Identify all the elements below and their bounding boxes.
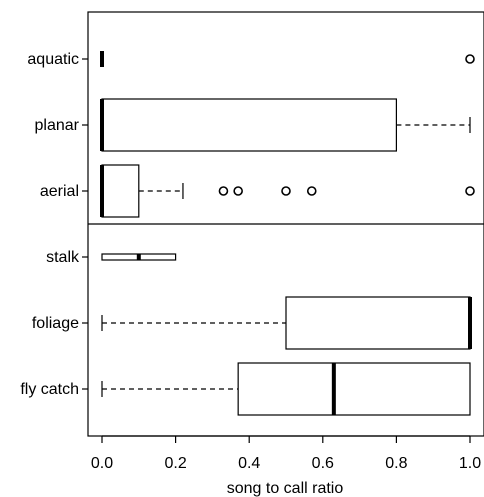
outlier-aquatic-0 <box>465 54 475 64</box>
y-tick-label-stalk: stalk <box>46 249 80 266</box>
y-tick-label-aquatic: aquatic <box>27 51 79 68</box>
box-aerial <box>101 164 140 218</box>
y-tick-label-planar: planar <box>35 117 80 134</box>
outlier-aerial-0 <box>218 186 229 196</box>
x-tick-label-3: 0.6 <box>312 455 334 472</box>
x-axis-label: song to call ratio <box>227 480 344 497</box>
outlier-aerial-4 <box>465 186 475 196</box>
x-tick-label-1: 0.2 <box>164 455 186 472</box>
box-foliage <box>285 296 471 350</box>
outlier-aerial-1 <box>233 186 243 196</box>
y-tick-label-fly-catch: fly catch <box>20 381 79 398</box>
x-axis: 0.0 0.2 0.4 0.6 0.8 1.0 <box>91 435 481 472</box>
chart-marks: aquatic planar aerial stalk foliage fly catch <box>20 51 475 416</box>
box-fly-catch <box>237 362 471 416</box>
x-tick-label-0: 0.0 <box>91 455 113 472</box>
y-tick-label-aerial: aerial <box>40 183 79 200</box>
x-tick-label-2: 0.4 <box>238 455 260 472</box>
box-planar <box>101 98 397 152</box>
x-tick-label-5: 1.0 <box>459 455 481 472</box>
outlier-aerial-2 <box>281 186 291 196</box>
y-tick-label-foliage: foliage <box>32 315 79 332</box>
outlier-aerial-3 <box>306 186 317 196</box>
x-tick-label-4: 0.8 <box>385 455 407 472</box>
